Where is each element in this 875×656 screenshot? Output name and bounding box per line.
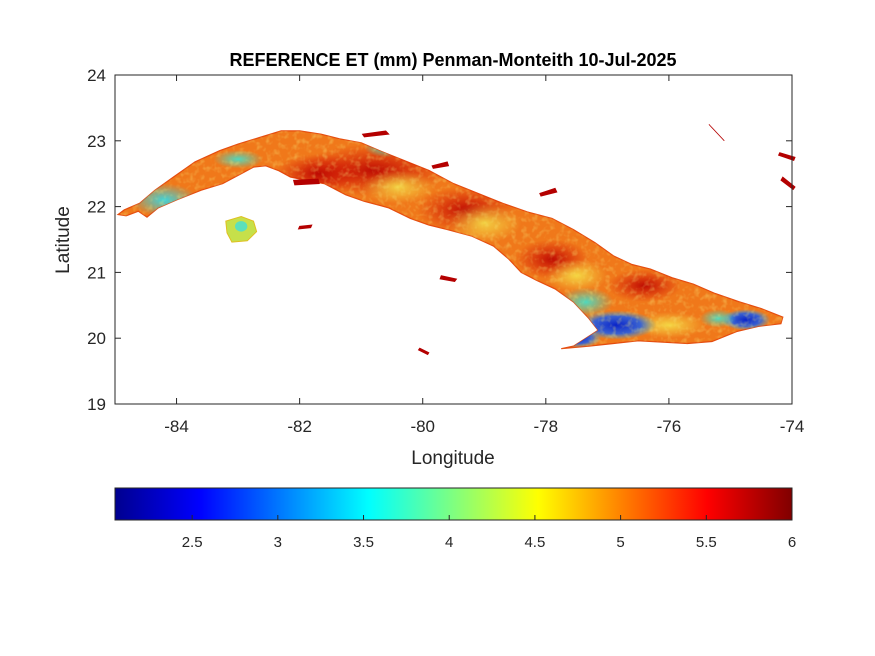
colorbar-tick-label: 3.5 bbox=[353, 534, 374, 551]
colorbar-tick-label: 3 bbox=[274, 534, 282, 551]
x-tick-label: -84 bbox=[164, 417, 189, 436]
islet bbox=[708, 124, 725, 142]
islet bbox=[297, 224, 313, 230]
y-tick-label: 23 bbox=[87, 132, 106, 151]
colorbar-tick-label: 2.5 bbox=[182, 534, 203, 551]
value-patch bbox=[235, 221, 248, 232]
colorbar-tick-label: 4.5 bbox=[524, 534, 545, 551]
x-tick-label: -74 bbox=[780, 417, 805, 436]
colorbar-tick-label: 6 bbox=[788, 534, 796, 551]
colorbar-tick-label: 4 bbox=[445, 534, 453, 551]
islet bbox=[539, 187, 558, 197]
colorbar-tick-label: 5.5 bbox=[696, 534, 717, 551]
islet bbox=[439, 275, 458, 283]
islet bbox=[292, 178, 320, 186]
islet bbox=[777, 152, 796, 162]
axes-frame bbox=[114, 74, 793, 405]
islet bbox=[431, 161, 450, 169]
y-tick-label: 19 bbox=[87, 395, 106, 414]
x-axis-label: Longitude bbox=[411, 448, 494, 469]
y-tick-label: 22 bbox=[87, 198, 106, 217]
x-tick-label: -80 bbox=[410, 417, 435, 436]
colorbar-ticks: 2.5 3 3.5 4 4.5 5 5.5 6 bbox=[182, 515, 796, 551]
islet bbox=[417, 347, 430, 356]
colorbar-gradient bbox=[114, 487, 793, 521]
x-tick-label: -76 bbox=[657, 417, 682, 436]
x-axis: -84 -82 -80 -78 -76 -74 bbox=[164, 75, 804, 436]
x-tick-label: -82 bbox=[287, 417, 312, 436]
y-axis: 19 20 21 22 23 24 bbox=[87, 66, 792, 414]
chart-title: REFERENCE ET (mm) Penman-Monteith 10-Jul… bbox=[229, 50, 676, 70]
y-tick-label: 20 bbox=[87, 329, 106, 348]
x-tick-label: -78 bbox=[534, 417, 559, 436]
islet bbox=[361, 130, 390, 138]
y-tick-label: 24 bbox=[87, 66, 106, 85]
plot-area: -84 -82 -80 -78 -76 -74 19 20 21 22 23 24 bbox=[87, 66, 804, 436]
y-tick-label: 21 bbox=[87, 263, 106, 282]
colorbar: 2.5 3 3.5 4 4.5 5 5.5 6 bbox=[114, 487, 796, 551]
colorbar-tick-label: 5 bbox=[616, 534, 624, 551]
y-axis-label: Latitude bbox=[53, 206, 74, 274]
